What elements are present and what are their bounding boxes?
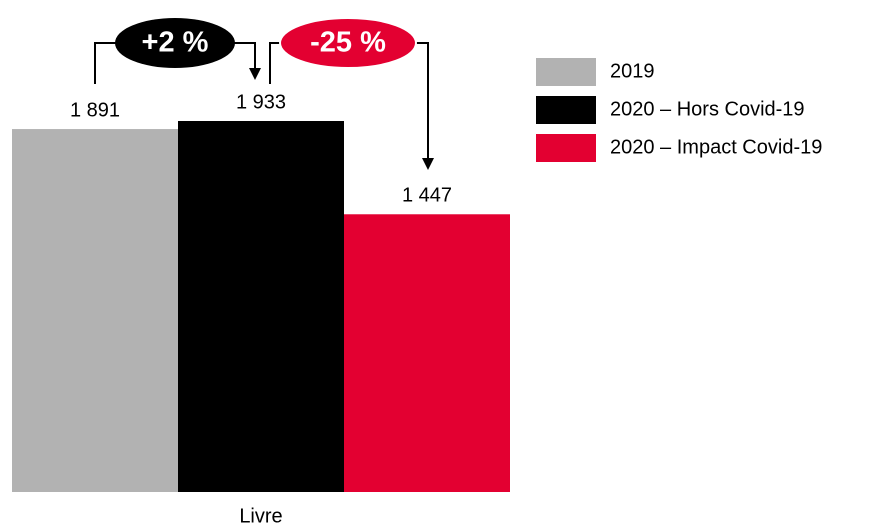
- legend-swatch: [536, 58, 596, 86]
- value-label: 1 891: [70, 99, 120, 121]
- annotation: -25 %: [310, 27, 386, 59]
- annotation: +2 %: [142, 27, 209, 59]
- value-label: 1 447: [402, 185, 452, 207]
- legend-label: 2019: [610, 60, 655, 82]
- connector: [233, 42, 256, 70]
- connector: [94, 42, 118, 84]
- connector: [414, 42, 429, 160]
- bar: [178, 121, 344, 492]
- connector: [269, 42, 282, 84]
- legend-swatch: [536, 134, 596, 162]
- annotation-badge: [279, 17, 417, 69]
- legend-label: 2020 – Hors Covid-19: [610, 98, 805, 120]
- x-tick-label: Livre: [239, 505, 282, 527]
- legend-label: 2020 – Impact Covid-19: [610, 136, 822, 158]
- annotation-connectors: [94, 42, 434, 170]
- bar: [344, 214, 510, 492]
- arrow-head: [422, 158, 434, 170]
- legend-swatch: [536, 96, 596, 124]
- arrow-head: [249, 68, 261, 80]
- bar: [12, 129, 178, 493]
- value-label: 1 933: [236, 91, 286, 113]
- annotation-badge: [115, 18, 235, 68]
